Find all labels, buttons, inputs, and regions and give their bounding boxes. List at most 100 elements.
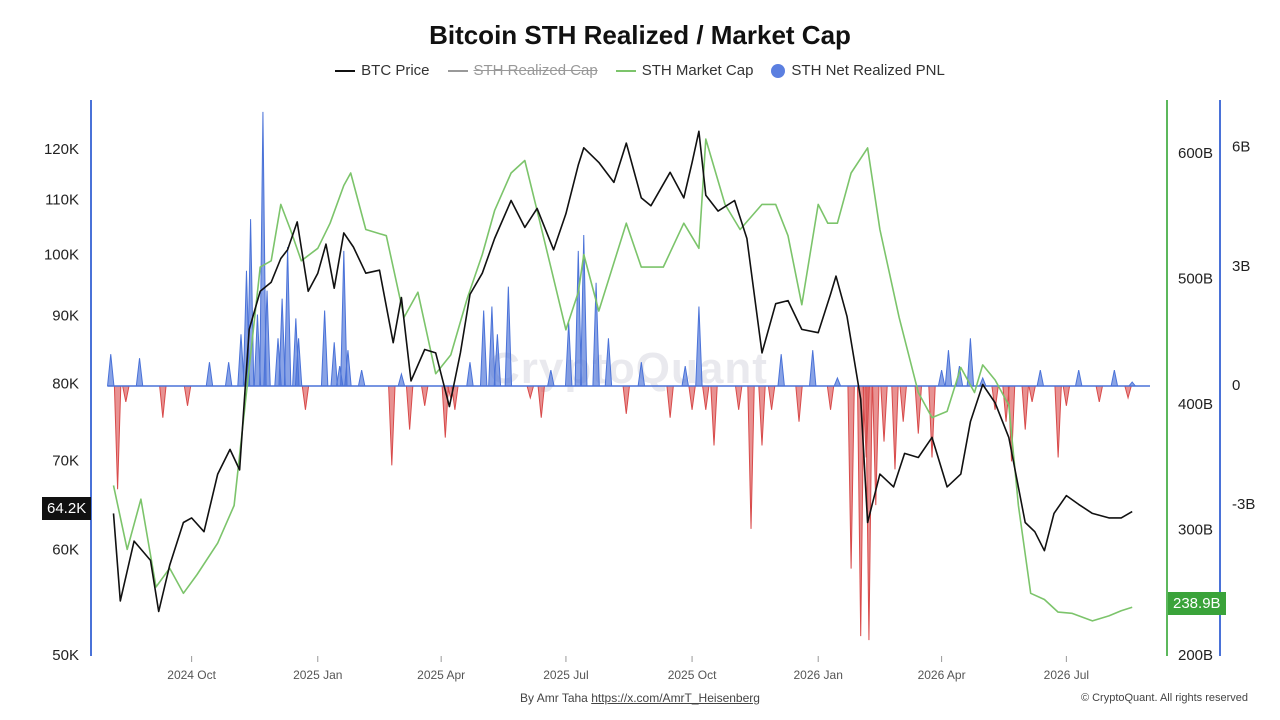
right-axis-pnl-tick-label: 0 [1232, 377, 1240, 394]
pnl-negative-spike [710, 385, 718, 446]
chart-title: Bitcoin STH Realized / Market Cap [429, 20, 851, 50]
legend-label-sth-net-realized-pnl: STH Net Realized PNL [791, 62, 945, 79]
legend-label-sth-market-cap: STH Market Cap [641, 62, 754, 79]
pnl-positive-spike [106, 354, 115, 387]
pnl-positive-spike [224, 362, 233, 387]
x-axis-tick-label: 2026 Jul [1044, 668, 1089, 682]
pnl-positive-spike [357, 369, 366, 387]
pnl-positive-spike [637, 362, 646, 387]
pnl-positive-spike [547, 369, 555, 387]
pnl-negative-spike [795, 385, 803, 422]
pnl-negative-spike [1124, 385, 1132, 400]
pnl-negative-spike [891, 385, 899, 470]
pnl-positive-spike [833, 376, 842, 387]
pnl-negative-spike [122, 385, 130, 402]
x-axis-tick-label: 2025 Apr [417, 668, 465, 682]
pnl-negative-spike [420, 385, 429, 406]
pnl-negative-spike [688, 385, 696, 410]
pnl-positive-spike [604, 338, 613, 387]
left-axis-tick-label: 60K [52, 542, 79, 559]
pnl-positive-spike [1036, 369, 1045, 387]
pnl-positive-spike [944, 350, 953, 387]
pnl-negative-spike [113, 385, 122, 490]
pnl-positive-spike [320, 310, 329, 387]
pnl-negative-spike [1062, 385, 1071, 406]
pnl-negative-spike [666, 385, 674, 418]
pnl-positive-spike [966, 338, 975, 387]
sth-market-cap-line [112, 138, 1133, 622]
pnl-positive-spike [777, 354, 785, 387]
left-axis-tick-label: 90K [52, 307, 79, 324]
pnl-positive-spike [504, 286, 513, 387]
pnl-negative-spike [899, 385, 907, 422]
right-axis-pnl-tick-label: -3B [1232, 496, 1255, 513]
legend-item-sth-market-cap[interactable]: STH Market Cap [615, 62, 754, 79]
pnl-negative-spike [767, 385, 776, 410]
footer-author: By Amr Taha https://x.com/AmrT_Heisenber… [0, 691, 1280, 705]
pnl-positive-spike [466, 362, 474, 387]
pnl-positive-area-group [106, 111, 1150, 387]
pnl-positive-spike [1110, 369, 1119, 387]
legend-item-sth-net-realized-pnl[interactable]: STH Net Realized PNL [771, 62, 945, 79]
pnl-positive-spike [205, 362, 214, 387]
pnl-negative-spike [847, 385, 855, 569]
left-axis-tick-label: 80K [52, 375, 79, 392]
pnl-negative-spike [1021, 385, 1029, 430]
x-axis-tick-label: 2026 Jan [794, 668, 843, 682]
legend-item-btc-price[interactable]: BTC Price [335, 62, 430, 79]
pnl-negative-spike [1095, 385, 1104, 402]
pnl-negative-spike [183, 385, 192, 406]
right-axis-pnl-tick-label: 3B [1232, 258, 1250, 275]
x-axis-tick-label: 2025 Oct [668, 668, 717, 682]
legend-label-sth-realized-cap: STH Realized Cap [473, 62, 598, 79]
legend-item-sth-realized-cap[interactable]: STH Realized Cap [447, 62, 598, 79]
pnl-negative-spike [1054, 385, 1062, 458]
pnl-negative-spike [301, 385, 310, 410]
pnl-positive-spike [681, 366, 690, 387]
series-lines-group [112, 130, 1133, 622]
pnl-negative-spike [826, 385, 835, 410]
watermark-text: CryptoQuant [488, 344, 768, 393]
right-axis-mcap-tick-label: 600B [1178, 145, 1213, 162]
tick-labels-group: 120K 110K 100K 90K 80K 70K 60K 50K 600B 500B 400B 3… [44, 139, 1255, 683]
pnl-positive-spike [135, 358, 144, 387]
legend-swatch-btc-price [335, 69, 356, 72]
footer-copyright: © CryptoQuant. All rights reserved [1080, 692, 1248, 704]
right-axis-pnl-tick-label: 6B [1232, 139, 1250, 156]
x-axis-tick-label: 2024 Oct [167, 668, 216, 682]
current-price-badge: 64.2K [42, 497, 92, 520]
legend: BTC Price STH Realized Cap STH Market Ca… [0, 62, 1280, 79]
legend-label-btc-price: BTC Price [361, 62, 430, 79]
pnl-positive-spike [937, 369, 946, 387]
footer-author-link[interactable]: https://x.com/AmrT_Heisenberg [591, 691, 760, 705]
pnl-positive-spike [808, 350, 817, 387]
pnl-negative-spike [1028, 385, 1036, 402]
pnl-negative-spike [405, 385, 414, 430]
pnl-positive-spike [695, 306, 703, 387]
pnl-positive-spike [493, 334, 502, 387]
btc-price-line [112, 130, 1133, 613]
pnl-positive-spike [564, 322, 573, 387]
legend-swatch-sth-net-realized-pnl [771, 63, 786, 78]
pnl-negative-spike [526, 385, 535, 400]
right-axis-mcap-tick-label: 200B [1178, 647, 1213, 664]
right-axis-mcap-tick-label: 400B [1178, 396, 1213, 413]
current-market-cap-badge: 238.9B [1168, 592, 1226, 615]
pnl-negative-spike [159, 385, 167, 418]
pnl-positive-spike [330, 342, 338, 387]
pnl-negative-spike [857, 385, 865, 637]
pnl-negative-area-group [113, 385, 1132, 641]
right-axis-mcap-tick-label: 300B [1178, 522, 1213, 539]
left-axis-tick-label: 120K [44, 141, 79, 158]
pnl-negative-spike [734, 385, 743, 410]
pnl-positive-spike [1074, 369, 1083, 387]
x-axis-tick-label: 2026 Apr [918, 668, 966, 682]
pnl-negative-spike [880, 385, 888, 442]
pnl-negative-spike [702, 385, 710, 410]
x-axis-tick-label: 2025 Jul [543, 668, 588, 682]
pnl-negative-spike [388, 385, 396, 466]
pnl-negative-spike [622, 385, 631, 414]
pnl-negative-spike [747, 385, 755, 529]
legend-swatch-sth-realized-cap [447, 69, 468, 72]
